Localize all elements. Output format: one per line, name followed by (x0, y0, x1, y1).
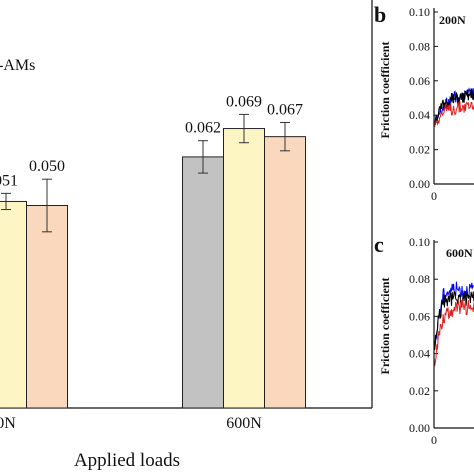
bar-value-label: 051 (0, 172, 18, 189)
friction-series-line (433, 281, 474, 351)
x-tick-label: 0 (431, 189, 437, 203)
bar-value-labels: 0.062 051 0.069 0.050 0.067 (0, 93, 303, 189)
panel-label-c: c (374, 232, 384, 257)
x-axis-title: Applied loads (74, 450, 180, 471)
y-ticks-b: 0.00 0.02 0.04 0.06 0.08 0.10 (409, 5, 438, 191)
panel-label-b: b (374, 2, 386, 27)
y-tick-label: 0.02 (409, 384, 430, 398)
y-tick-label: 0.06 (409, 309, 430, 323)
friction-series-line (433, 290, 474, 351)
friction-plot-600n: c Friction coefficient 0.000.020.040.060… (374, 232, 474, 447)
bar-600n-series3 (264, 136, 306, 409)
legend-fragment: -AMs (0, 57, 35, 74)
bar-chart-panel: 0.062 051 0.069 0.050 0.067 0N 600N Applied … (0, 0, 373, 471)
bar-600n-series2 (223, 128, 265, 409)
y-tick-label: 0.08 (409, 272, 430, 286)
y-tick-label: 0.04 (409, 108, 430, 122)
y-tick-label: 0.04 (409, 347, 430, 361)
y-tick-label: 0.10 (409, 235, 430, 249)
y-tick-label: 0.10 (409, 5, 430, 19)
y-tick-label: 0.00 (409, 421, 430, 435)
x-tick-label-600n: 600N (226, 415, 262, 432)
friction-series-line (433, 299, 474, 367)
bar-600n-series1 (182, 156, 224, 409)
friction-plot-200n: b Friction coefficient 0.000.020.040.060… (374, 2, 474, 203)
y-tick-label: 0.02 (409, 143, 430, 157)
annotation-600n: 600N (446, 246, 473, 260)
bar-0n-series2 (0, 200, 27, 409)
y-ticks-c: 0.00 0.02 0.04 0.06 0.08 0.10 (409, 235, 438, 435)
annotation-200n: 200N (439, 13, 466, 27)
y-axis-title-c: Friction coefficient (378, 278, 392, 375)
bar-value-label: 0.062 (185, 120, 221, 137)
y-tick-label: 0.00 (409, 177, 430, 191)
x-tick-label-0n: 0N (0, 415, 16, 432)
friction-series-line (433, 100, 474, 127)
x-tick-label: 0 (431, 433, 437, 447)
x-ticks-b: 0120 (431, 189, 437, 203)
series-lines-c (433, 281, 474, 367)
bar-value-label: 0.067 (267, 101, 303, 118)
x-ticks-c: 0120 (431, 433, 437, 447)
y-tick-label: 0.06 (409, 74, 430, 88)
friction-series-line (433, 88, 474, 126)
series-lines-b (433, 87, 474, 127)
y-axis-title-b: Friction coefficient (378, 42, 392, 139)
y-tick-label: 0.08 (409, 39, 430, 53)
bar-value-label: 0.050 (29, 158, 65, 175)
bar-0n-series3 (26, 205, 68, 409)
bar-value-label: 0.069 (226, 93, 262, 110)
bar-group (0, 113, 306, 409)
